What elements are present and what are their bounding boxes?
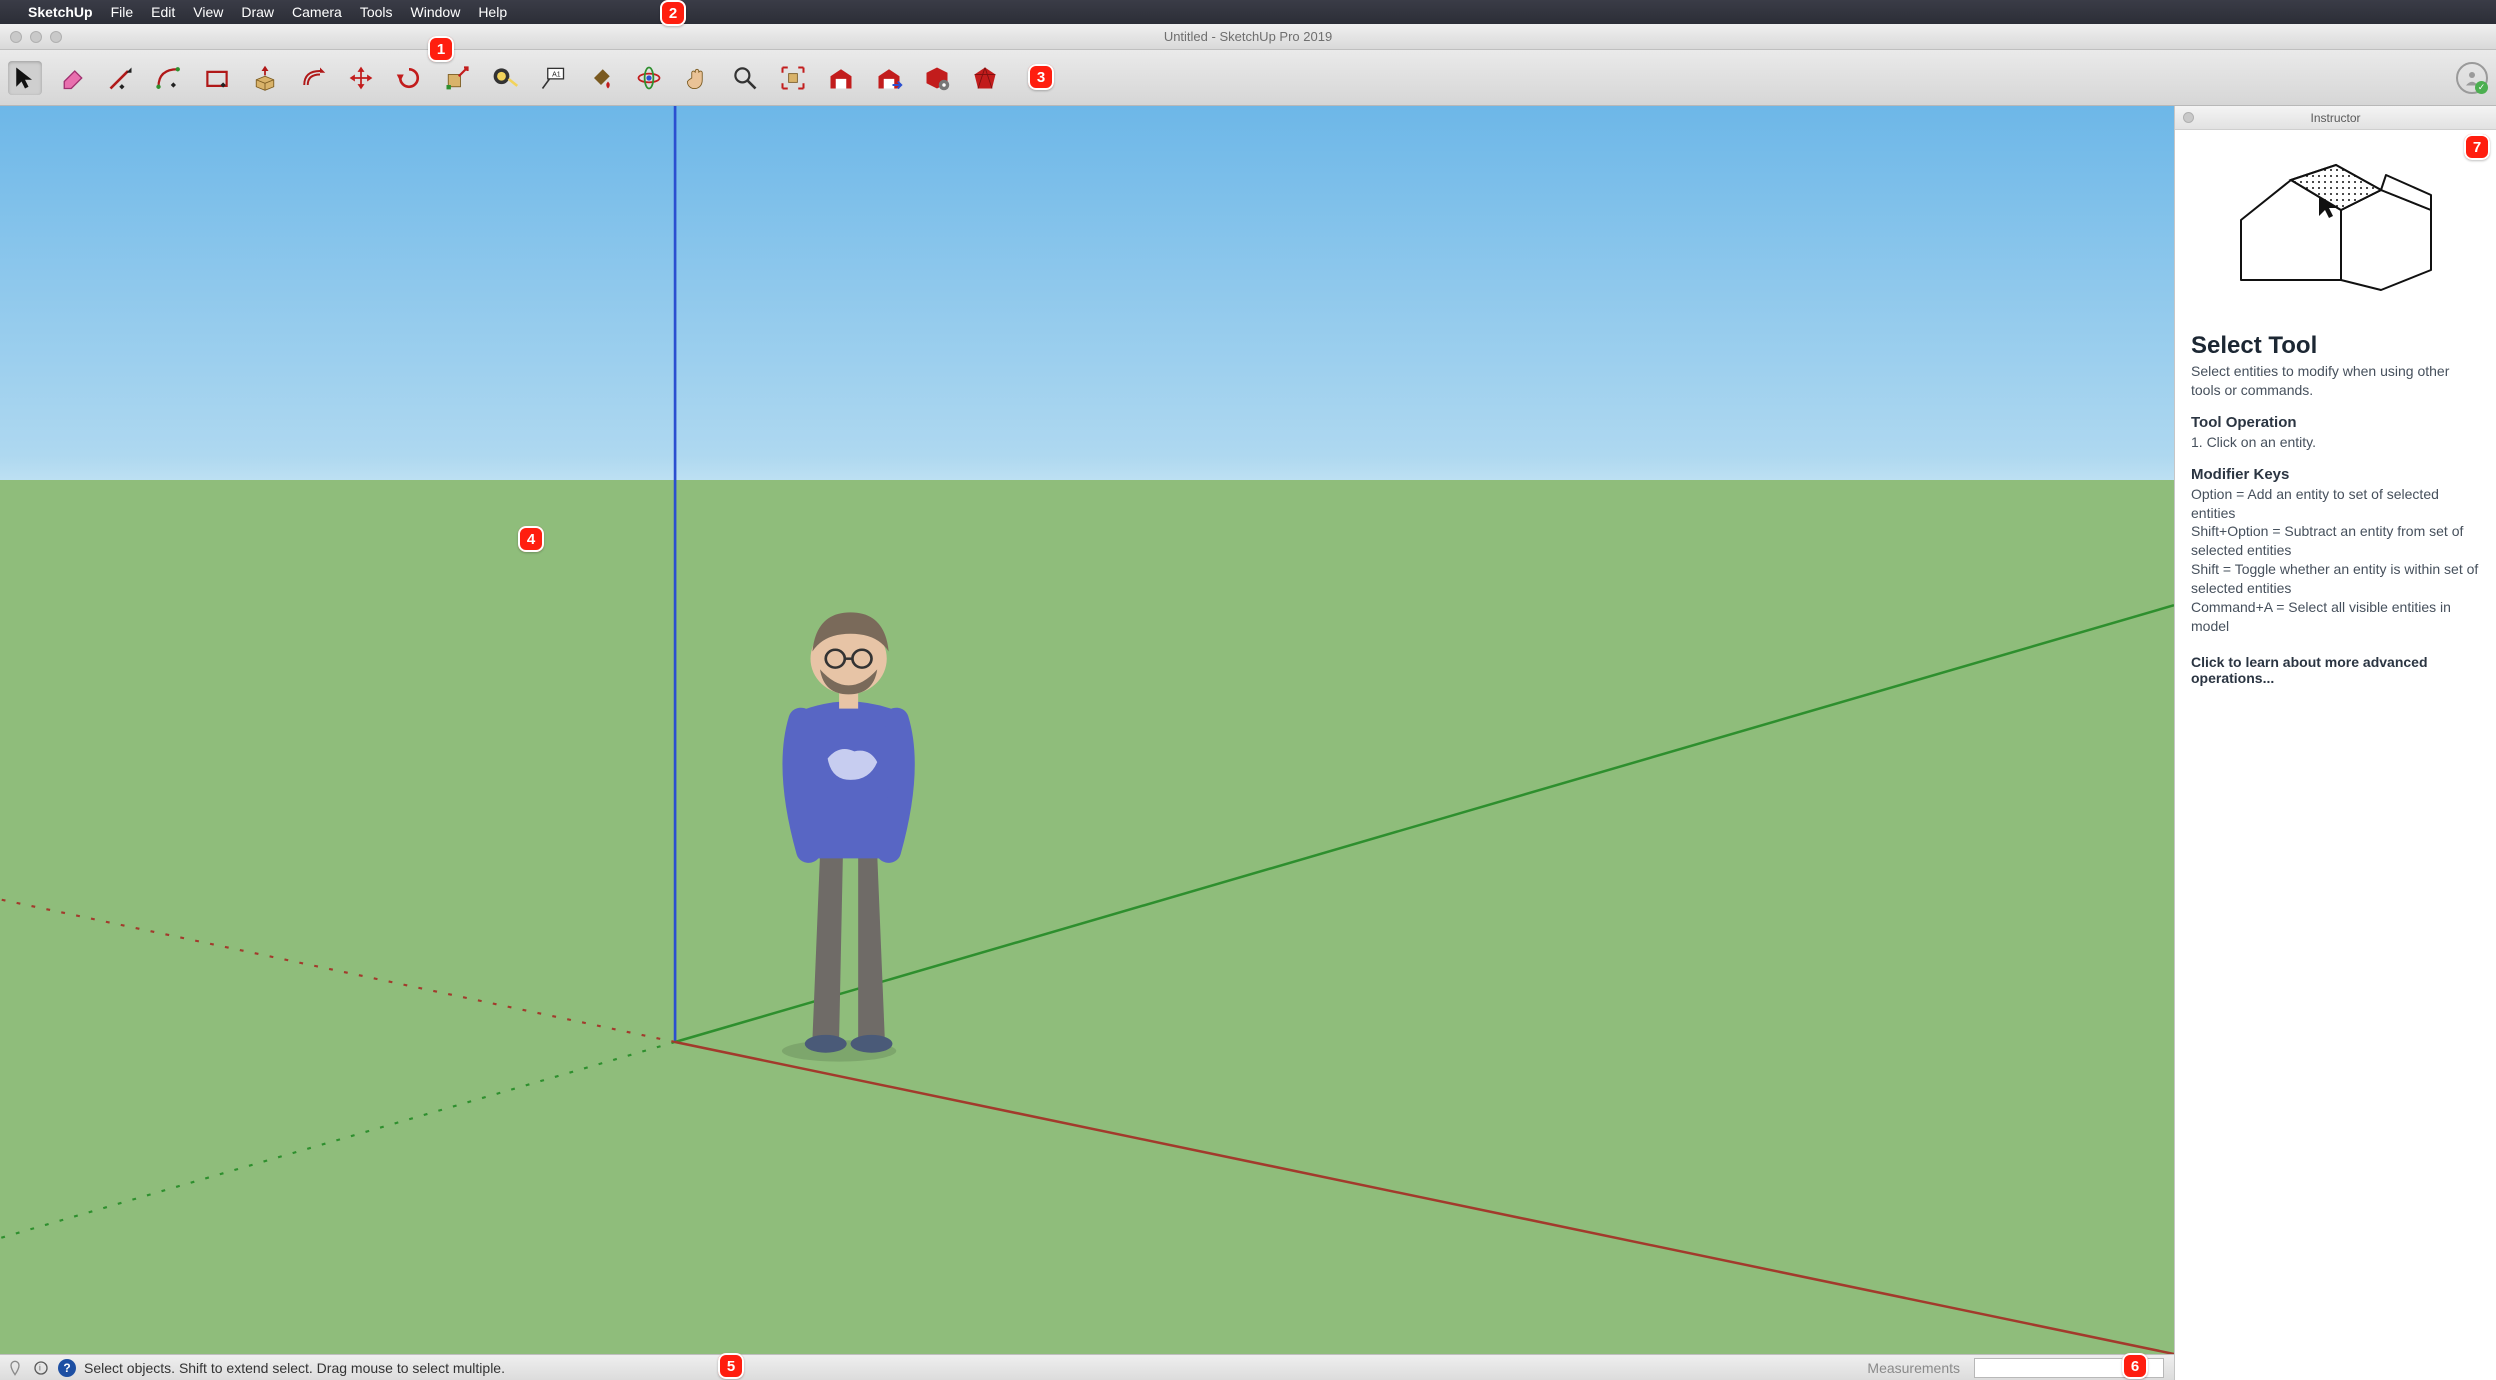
instructor-mod-3: Command+A = Select all visible entities … [2191,598,2480,636]
geo-location-icon[interactable] [6,1359,24,1377]
callout-2: 2 [660,0,686,26]
arc-tool[interactable] [152,61,186,95]
account-signed-in-icon: ✓ [2475,81,2488,94]
zoom-extents-tool[interactable] [776,61,810,95]
extension-manager-tool[interactable] [920,61,954,95]
callout-6: 6 [2122,1353,2148,1379]
callout-4: 4 [518,526,544,552]
window-title: Untitled - SketchUp Pro 2019 [1164,29,1332,44]
instructor-operation-heading: Tool Operation [2191,414,2480,431]
move-tool[interactable] [344,61,378,95]
help-icon[interactable]: ? [58,1359,76,1377]
window-controls [0,31,62,43]
ruby-console-tool[interactable] [968,61,1002,95]
window-minimize-button[interactable] [30,31,42,43]
callout-7: 7 [2464,134,2490,160]
instructor-mod-2: Shift = Toggle whether an entity is with… [2191,560,2480,598]
account-button[interactable]: ✓ [2456,62,2488,94]
orbit-tool[interactable] [632,61,666,95]
scale-tool[interactable] [440,61,474,95]
window-zoom-button[interactable] [50,31,62,43]
instructor-titlebar: Instructor [2175,106,2496,130]
zoom-tool[interactable] [728,61,762,95]
window-close-button[interactable] [10,31,22,43]
instructor-tool-desc: Select entities to modify when using oth… [2191,362,2480,400]
menu-file[interactable]: File [111,4,134,20]
svg-text:A1: A1 [552,71,561,78]
instructor-panel: Instructor 7 [2174,106,2496,1380]
mac-menubar: SketchUp File Edit View Draw Camera Tool… [0,0,2496,24]
paint-bucket-tool[interactable] [584,61,618,95]
instructor-close-button[interactable] [2183,112,2194,123]
callout-1: 1 [428,36,454,62]
callout-5: 5 [718,1353,744,1379]
menu-view[interactable]: View [193,4,223,20]
push-pull-tool[interactable] [248,61,282,95]
rectangle-tool[interactable] [200,61,234,95]
instructor-illustration [2191,142,2480,332]
text-tool[interactable]: A1 [536,61,570,95]
drawing-viewport[interactable]: 4 [0,106,2174,1354]
3d-warehouse-tool[interactable] [824,61,858,95]
line-tool[interactable] [104,61,138,95]
menu-help[interactable]: Help [478,4,507,20]
instructor-modifier-heading: Modifier Keys [2191,466,2480,483]
instructor-mod-1: Shift+Option = Subtract an entity from s… [2191,522,2480,560]
tape-measure-tool[interactable] [488,61,522,95]
svg-text:i: i [39,1363,41,1372]
measurements-label: Measurements [1867,1360,1960,1376]
app-menu[interactable]: SketchUp [28,4,93,20]
instructor-learn-more-link[interactable]: Click to learn about more advanced opera… [2191,654,2480,686]
menu-window[interactable]: Window [411,4,461,20]
instructor-title: Instructor [2310,111,2360,125]
select-tool[interactable] [8,61,42,95]
pan-tool[interactable] [680,61,714,95]
status-bar: i ? Select objects. Shift to extend sele… [0,1354,2174,1380]
extension-warehouse-send-tool[interactable] [872,61,906,95]
instructor-tool-title: Select Tool [2191,332,2480,360]
eraser-tool[interactable] [56,61,90,95]
rotate-tool[interactable] [392,61,426,95]
menu-tools[interactable]: Tools [360,4,393,20]
toolbar: A1 ✓ 3 [0,50,2496,106]
offset-tool[interactable] [296,61,330,95]
status-hint: Select objects. Shift to extend select. … [84,1360,505,1376]
callout-3: 3 [1028,64,1054,90]
menu-draw[interactable]: Draw [241,4,274,20]
scale-figure [0,106,2174,1354]
credits-icon[interactable]: i [32,1359,50,1377]
window-titlebar: Untitled - SketchUp Pro 2019 1 [0,24,2496,50]
instructor-mod-0: Option = Add an entity to set of selecte… [2191,485,2480,523]
instructor-operation-step: 1. Click on an entity. [2191,433,2480,452]
menu-edit[interactable]: Edit [151,4,175,20]
menu-camera[interactable]: Camera [292,4,342,20]
